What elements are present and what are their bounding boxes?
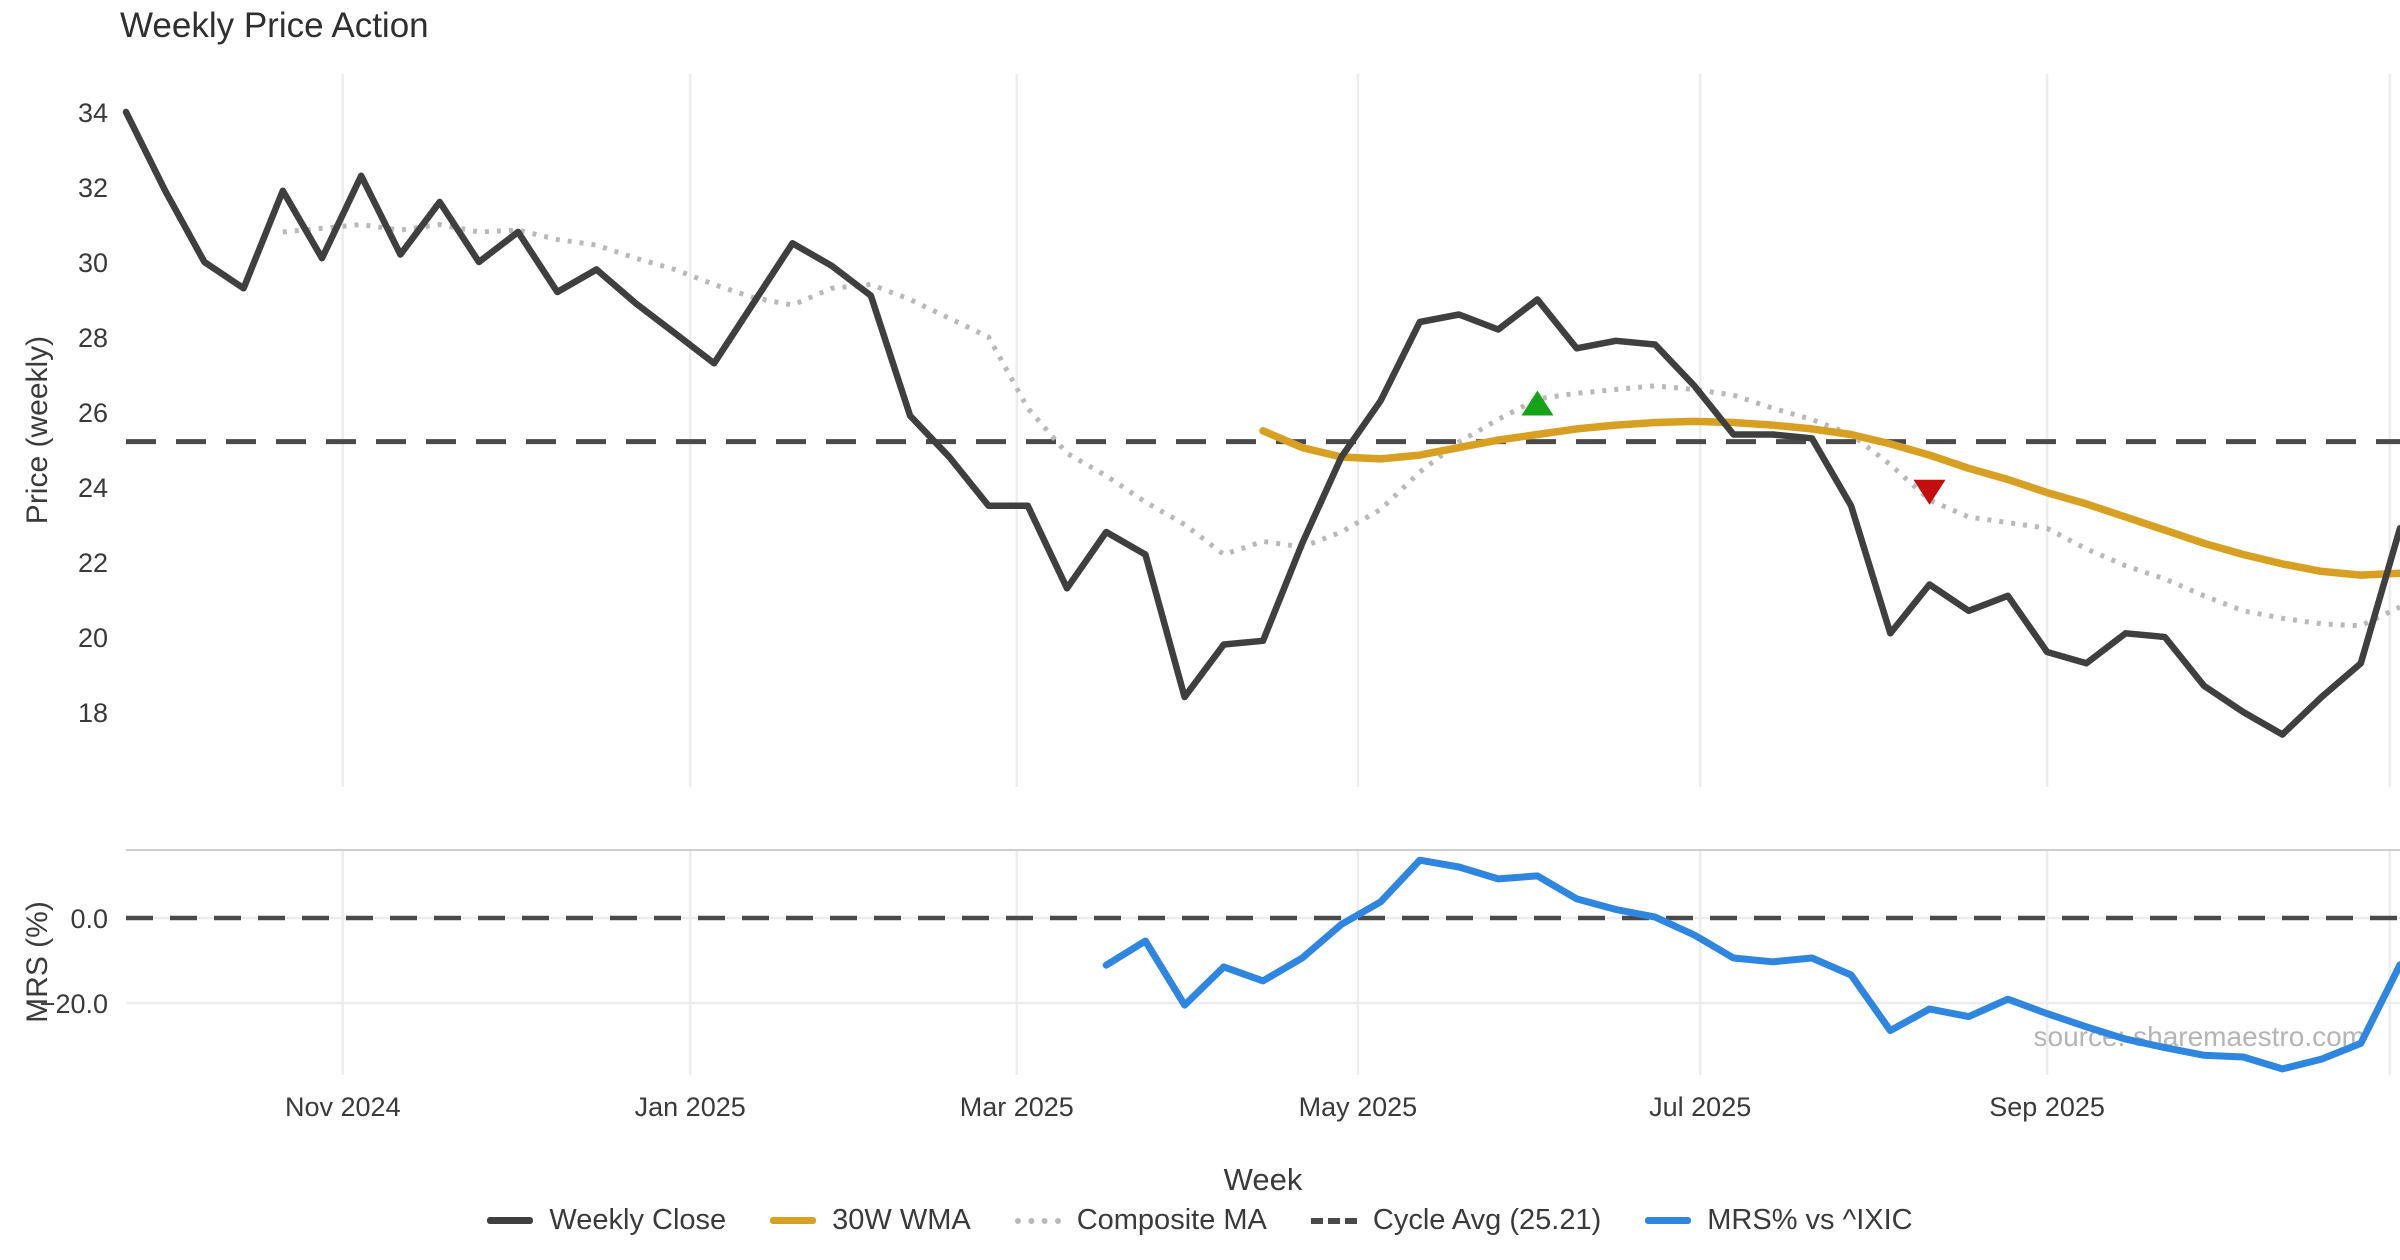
- wma-line-swatch: [770, 1217, 817, 1224]
- x-axis-title: Week: [1223, 1162, 1303, 1197]
- legend-item-weekly-close: Weekly Close: [487, 1204, 726, 1237]
- buy-signal-marker: [1521, 390, 1554, 416]
- legend-label: Cycle Avg (25.21): [1372, 1204, 1602, 1236]
- legend-item-mrs: MRS% vs ^IXIC: [1645, 1204, 1913, 1237]
- x-tick-label: Sep 2025: [1989, 1092, 2105, 1122]
- x-tick-label: May 2025: [1299, 1092, 1418, 1122]
- cycle-avg-line-swatch: [1310, 1217, 1357, 1224]
- chart-title: Weekly Price Action: [120, 6, 429, 45]
- composite-ma-line: [282, 222, 2400, 629]
- legend-label: Weekly Close: [549, 1204, 727, 1236]
- price-tick-label: 34: [78, 98, 108, 128]
- price-axis-title: Price (weekly): [21, 335, 54, 525]
- price-tick-label: 26: [78, 398, 108, 428]
- mrs-line-swatch: [1645, 1217, 1692, 1224]
- price-tick-label: 28: [78, 323, 108, 353]
- mrs-line: [1102, 856, 2400, 1073]
- price-tick-label: 30: [78, 248, 108, 278]
- legend-label: 30W WMA: [832, 1204, 971, 1236]
- price-tick-label: 20: [78, 623, 108, 653]
- x-tick-label: Nov 2024: [285, 1092, 401, 1122]
- weekly-close-line: [122, 108, 2400, 738]
- legend-item-30w-wma: 30W WMA: [770, 1204, 971, 1237]
- weekly-close-line-swatch: [487, 1217, 534, 1224]
- mrs-tick-label: −20.0: [40, 989, 108, 1019]
- legend: Weekly Close 30W WMA Composite MA Cycle …: [0, 1204, 2400, 1237]
- sell-signal-marker: [1913, 479, 1946, 505]
- composite-ma-line-swatch: [1014, 1217, 1061, 1224]
- legend-label: MRS% vs ^IXIC: [1707, 1204, 1913, 1236]
- legend-label: Composite MA: [1076, 1204, 1267, 1236]
- legend-item-composite-ma: Composite MA: [1014, 1204, 1267, 1237]
- legend-item-cycle-avg: Cycle Avg (25.21): [1310, 1204, 1602, 1237]
- price-tick-label: 22: [78, 548, 108, 578]
- x-tick-label: Mar 2025: [960, 1092, 1074, 1122]
- x-tick-label: Jul 2025: [1649, 1092, 1751, 1122]
- price-tick-label: 18: [78, 698, 108, 728]
- price-tick-label: 32: [78, 173, 108, 203]
- wma-line: [1259, 417, 2400, 579]
- x-tick-label: Jan 2025: [635, 1092, 746, 1122]
- mrs-tick-label: 0.0: [70, 904, 108, 934]
- price-tick-label: 24: [78, 473, 108, 503]
- mrs-axis-title: MRS (%): [21, 901, 54, 1023]
